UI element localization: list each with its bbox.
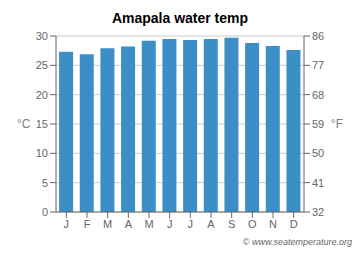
svg-text:S: S [228,218,235,230]
svg-text:15: 15 [36,118,48,130]
svg-text:A: A [207,218,215,230]
svg-text:10: 10 [36,147,48,159]
svg-text:F: F [84,218,91,230]
svg-text:N: N [269,218,277,230]
svg-text:°F: °F [331,117,343,131]
svg-text:41: 41 [312,177,324,189]
svg-text:J: J [188,218,194,230]
svg-text:O: O [248,218,257,230]
svg-text:D: D [290,218,298,230]
svg-text:77: 77 [312,59,324,71]
svg-text:°C: °C [17,117,31,131]
svg-text:M: M [103,218,112,230]
svg-text:86: 86 [312,30,324,42]
svg-text:59: 59 [312,118,324,130]
html-text:© www.seatemperature.org: © www.seatemperature.org [242,237,352,247]
svg-text:68: 68 [312,89,324,101]
svg-text:J: J [64,218,69,230]
svg-text:M: M [144,218,153,230]
svg-text:50: 50 [312,147,324,159]
svg-text:25: 25 [36,59,48,71]
svg-text:30: 30 [36,30,48,42]
svg-text:0: 0 [42,206,48,218]
svg-text:5: 5 [42,177,48,189]
svg-text:A: A [125,218,133,230]
html-text:Amapala water temp: Amapala water temp [111,10,249,26]
svg-text:J: J [167,218,173,230]
svg-text:32: 32 [312,206,324,218]
svg-text:20: 20 [36,89,48,101]
